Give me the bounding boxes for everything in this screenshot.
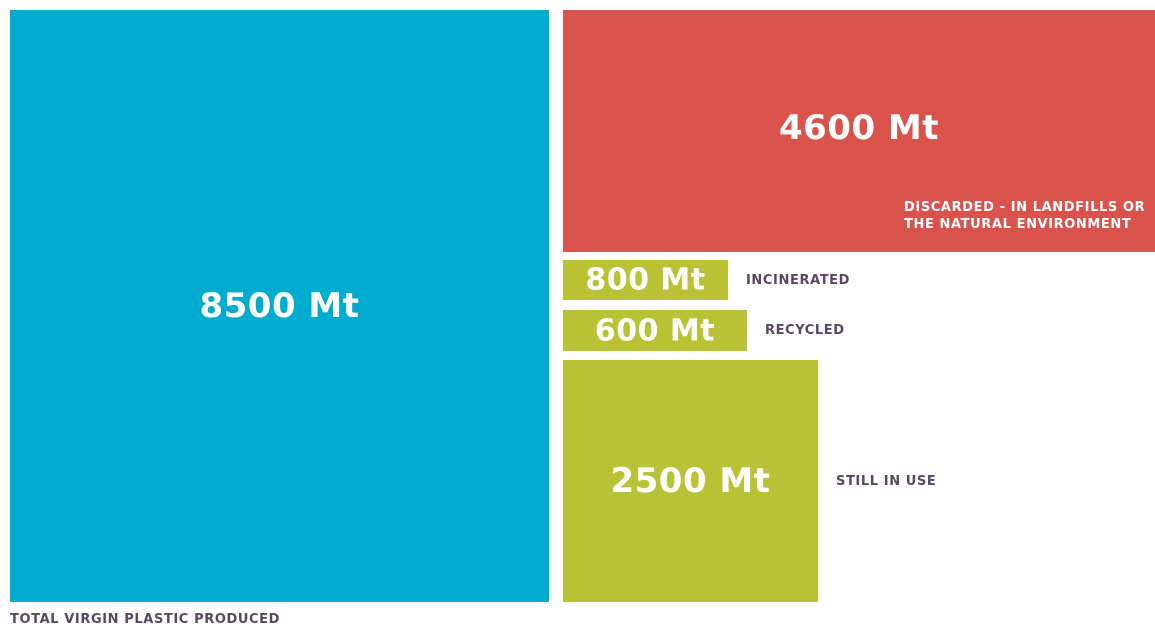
- category-label-recycled: RECYCLED: [765, 322, 845, 339]
- category-label-still-in-use: STILL IN USE: [836, 473, 936, 490]
- bar-discarded: 4600 Mt DISCARDED - IN LANDFILLS OR THE …: [563, 10, 1155, 252]
- category-label-discarded: DISCARDED - IN LANDFILLS OR THE NATURAL …: [904, 199, 1149, 233]
- category-label-incinerated: INCINERATED: [746, 272, 850, 289]
- bar-still-in-use: 2500 Mt: [563, 360, 818, 602]
- value-label-recycled: 600 Mt: [563, 313, 747, 348]
- value-label-incinerated: 800 Mt: [563, 263, 728, 298]
- value-label-still-in-use: 2500 Mt: [563, 461, 818, 501]
- value-label-discarded: 4600 Mt: [563, 108, 1155, 148]
- bar-recycled: 600 Mt: [563, 310, 747, 351]
- category-label-total-produced: TOTAL VIRGIN PLASTIC PRODUCED: [10, 611, 280, 628]
- bar-incinerated: 800 Mt: [563, 260, 728, 300]
- value-label-total-produced: 8500 Mt: [10, 286, 549, 326]
- bar-total-produced: 8500 Mt: [10, 10, 549, 602]
